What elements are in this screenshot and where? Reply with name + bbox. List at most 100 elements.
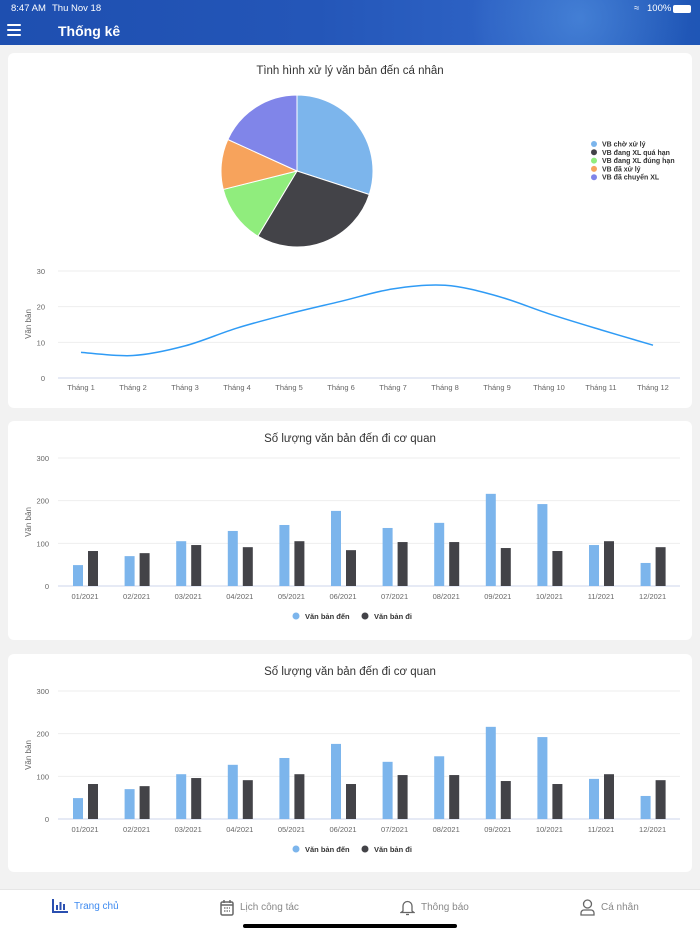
legend-marker [591,141,597,147]
legend-label: VB đã xử lý [602,166,641,173]
x-tick-label: Tháng 3 [171,383,199,392]
nav-notifications[interactable]: Thông báo [400,899,469,916]
y-tick-label: 0 [41,374,45,383]
x-tick-label: Tháng 4 [223,383,251,392]
nav-home[interactable]: Trang chủ [52,899,119,913]
x-tick-label: 08/2021 [433,592,460,601]
legend-marker [591,149,597,156]
y-tick-label: 10 [37,338,45,347]
bar-outgoing [139,553,150,586]
legend-marker [591,165,597,172]
nav-notifications-label: Thông báo [421,902,469,913]
x-tick-label: 04/2021 [226,592,253,601]
bar-incoming [331,743,341,819]
bar-outgoing [191,545,202,586]
status-date: Thu Nov 18 [52,3,102,14]
bar-chart-1: Số lượng văn bản đến đi cơ quan 0 100 200 30… [24,433,680,621]
bar-incoming [279,757,290,819]
bar-incoming [176,774,187,819]
y-tick-label: 300 [36,454,49,463]
bar-incoming [537,737,548,819]
bar-outgoing [346,784,356,819]
bar-outgoing [294,774,305,819]
y-tick-label: 30 [37,267,45,276]
x-tick-label: 05/2021 [278,592,305,601]
x-tick-label: 11/2021 [588,592,615,601]
legend-marker [292,845,300,853]
bar-outgoing [449,775,460,819]
x-tick-label: 11/2021 [588,825,615,834]
y-axis-title: Văn bản [24,507,33,537]
bar-incoming [227,530,238,586]
legend-marker [361,845,369,853]
chart-title: Số lượng văn bản đến đi cơ quan [264,433,436,445]
bar-incoming [124,556,135,586]
x-tick-label: 06/2021 [329,592,356,601]
calendar-icon [220,900,234,916]
nav-calendar-label: Lịch công tác [240,902,299,913]
bar-incoming [434,522,445,586]
bar-outgoing [242,547,253,586]
bell-icon [400,900,415,916]
y-tick-label: 0 [45,582,49,591]
x-tick-label: 12/2021 [639,592,666,601]
y-axis-title: Văn bản [24,740,33,770]
bar-outgoing [139,786,150,819]
x-tick-label: 03/2021 [175,825,202,834]
bar-incoming [382,761,393,819]
x-tick-label: Tháng 5 [275,383,303,392]
battery-level: 100% [647,3,672,14]
bar-incoming [331,510,341,586]
bar-outgoing [500,781,511,819]
bar-incoming [73,565,83,586]
x-tick-label: 02/2021 [123,592,150,601]
y-tick-label: 200 [36,730,49,739]
user-icon [580,899,595,916]
hamburger-icon[interactable] [7,24,21,36]
bar-outgoing [397,775,408,819]
x-tick-label: 09/2021 [484,592,511,601]
x-tick-label: Tháng 2 [119,383,147,392]
status-time: 8:47 AM [11,3,46,14]
legend-marker [591,174,597,181]
x-tick-label: Tháng 11 [585,383,616,392]
legend-label: Văn bản đến [305,845,350,854]
nav-profile-label: Cá nhân [601,902,639,913]
x-tick-label: Tháng 6 [327,383,355,392]
x-tick-label: Tháng 12 [637,383,669,392]
legend-label: VB đã chuyển XL [602,174,660,182]
bar-outgoing [88,551,98,586]
bar-outgoing [552,551,563,586]
bar-incoming [485,493,496,586]
bar-outgoing [552,784,563,819]
y-tick-label: 200 [36,497,49,506]
bar-outgoing [449,542,460,586]
legend-marker [591,157,597,164]
x-tick-label: 12/2021 [639,825,666,834]
x-tick-label: 08/2021 [433,825,460,834]
legend-label: VB chờ xử lý [602,142,646,149]
bar-outgoing [294,541,305,586]
legend-marker [292,612,300,620]
bar-incoming [382,527,393,586]
x-tick-label: Tháng 7 [379,383,407,392]
bar-chart-icon [52,899,68,913]
app-header: 8:47 AM Thu Nov 18 ≈ 100% Thống kê [0,0,700,45]
y-tick-label: 100 [36,772,49,781]
x-tick-label: 03/2021 [175,592,202,601]
nav-profile[interactable]: Cá nhân [580,899,639,916]
legend-label: VB đang XL quá hạn [602,150,670,157]
legend-label: VB đang XL đúng hạn [602,158,675,165]
nav-calendar[interactable]: Lịch công tác [220,899,299,916]
y-tick-label: 20 [37,303,45,312]
bar-outgoing [604,541,614,586]
x-tick-label: Tháng 8 [431,383,459,392]
x-tick-label: 02/2021 [123,825,150,834]
y-axis-title: Văn bản [24,309,33,339]
y-tick-label: 100 [36,539,49,548]
bar-incoming [640,795,651,819]
line-series [80,284,654,357]
bar-outgoing [346,550,356,586]
x-tick-label: Tháng 1 [67,383,95,392]
pie-and-line-chart: Tình hình xử lý văn bản đến cá nhân VB ch… [24,65,680,392]
